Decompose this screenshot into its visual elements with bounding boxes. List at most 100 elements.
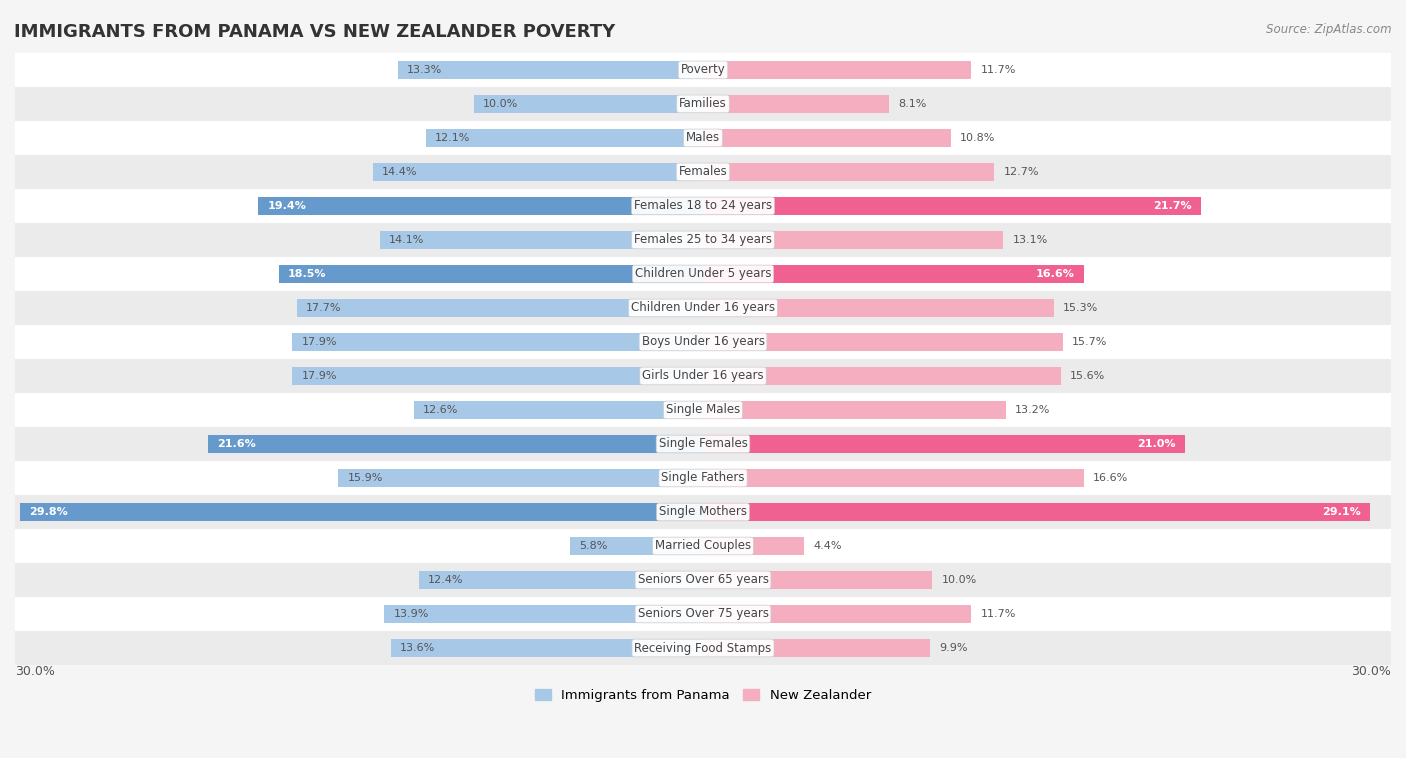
Text: Single Mothers: Single Mothers: [659, 506, 747, 518]
Text: 13.1%: 13.1%: [1012, 235, 1047, 245]
Text: Seniors Over 75 years: Seniors Over 75 years: [637, 607, 769, 621]
Bar: [297, 299, 703, 318]
Bar: [15, 462, 1391, 495]
Text: Seniors Over 65 years: Seniors Over 65 years: [637, 574, 769, 587]
Text: 11.7%: 11.7%: [980, 609, 1017, 619]
Bar: [15, 155, 1391, 189]
Bar: [703, 367, 1060, 385]
Bar: [259, 196, 703, 215]
Bar: [703, 571, 932, 589]
Bar: [373, 162, 703, 181]
Bar: [15, 87, 1391, 121]
Bar: [15, 597, 1391, 631]
Bar: [278, 265, 703, 283]
Text: Females: Females: [679, 165, 727, 178]
Text: Children Under 5 years: Children Under 5 years: [634, 268, 772, 280]
Text: Single Males: Single Males: [666, 403, 740, 416]
Text: 10.0%: 10.0%: [482, 99, 517, 109]
Bar: [391, 639, 703, 657]
Bar: [703, 333, 1063, 351]
Bar: [703, 162, 994, 181]
Text: 21.6%: 21.6%: [217, 439, 256, 449]
Text: Children Under 16 years: Children Under 16 years: [631, 302, 775, 315]
Text: 19.4%: 19.4%: [267, 201, 307, 211]
Bar: [474, 95, 703, 113]
Bar: [703, 129, 950, 147]
Legend: Immigrants from Panama, New Zealander: Immigrants from Panama, New Zealander: [530, 684, 876, 707]
Text: 13.6%: 13.6%: [401, 643, 436, 653]
Bar: [339, 468, 703, 487]
Text: 11.7%: 11.7%: [980, 65, 1017, 75]
Text: Girls Under 16 years: Girls Under 16 years: [643, 369, 763, 383]
Text: 29.8%: 29.8%: [28, 507, 67, 517]
Bar: [15, 53, 1391, 86]
Bar: [703, 299, 1054, 318]
Bar: [419, 571, 703, 589]
Text: Females 25 to 34 years: Females 25 to 34 years: [634, 233, 772, 246]
Text: 17.9%: 17.9%: [302, 371, 337, 381]
Text: 29.1%: 29.1%: [1323, 507, 1361, 517]
Bar: [569, 537, 703, 556]
Bar: [15, 393, 1391, 427]
Bar: [703, 605, 972, 623]
Text: 21.7%: 21.7%: [1153, 201, 1191, 211]
Text: Single Fathers: Single Fathers: [661, 471, 745, 484]
Bar: [292, 333, 703, 351]
Bar: [15, 121, 1391, 155]
Bar: [703, 230, 1004, 249]
Text: 16.6%: 16.6%: [1036, 269, 1074, 279]
Text: Females 18 to 24 years: Females 18 to 24 years: [634, 199, 772, 212]
Text: Receiving Food Stamps: Receiving Food Stamps: [634, 641, 772, 654]
Text: Married Couples: Married Couples: [655, 540, 751, 553]
Text: 18.5%: 18.5%: [288, 269, 326, 279]
Text: 15.3%: 15.3%: [1063, 303, 1098, 313]
Text: Males: Males: [686, 131, 720, 145]
Bar: [703, 503, 1371, 522]
Text: 12.1%: 12.1%: [434, 133, 470, 143]
Bar: [15, 631, 1391, 665]
Text: 12.4%: 12.4%: [427, 575, 464, 585]
Bar: [413, 401, 703, 419]
Text: 15.7%: 15.7%: [1073, 337, 1108, 347]
Text: 30.0%: 30.0%: [15, 665, 55, 678]
Bar: [208, 434, 703, 453]
Text: 12.7%: 12.7%: [1004, 167, 1039, 177]
Text: Source: ZipAtlas.com: Source: ZipAtlas.com: [1267, 23, 1392, 36]
Text: 14.4%: 14.4%: [382, 167, 418, 177]
Bar: [15, 428, 1391, 461]
Text: 15.6%: 15.6%: [1070, 371, 1105, 381]
Text: 8.1%: 8.1%: [898, 99, 927, 109]
Text: 12.6%: 12.6%: [423, 405, 458, 415]
Text: 13.3%: 13.3%: [408, 65, 443, 75]
Text: 14.1%: 14.1%: [389, 235, 425, 245]
Bar: [15, 291, 1391, 324]
Text: 4.4%: 4.4%: [813, 541, 842, 551]
Bar: [20, 503, 703, 522]
Bar: [426, 129, 703, 147]
Text: 5.8%: 5.8%: [579, 541, 607, 551]
Text: 10.8%: 10.8%: [960, 133, 995, 143]
Bar: [703, 639, 929, 657]
Text: 9.9%: 9.9%: [939, 643, 967, 653]
Text: Poverty: Poverty: [681, 64, 725, 77]
Text: 21.0%: 21.0%: [1137, 439, 1175, 449]
Bar: [15, 529, 1391, 562]
Bar: [703, 61, 972, 80]
Bar: [703, 95, 889, 113]
Text: IMMIGRANTS FROM PANAMA VS NEW ZEALANDER POVERTY: IMMIGRANTS FROM PANAMA VS NEW ZEALANDER …: [14, 23, 616, 41]
Bar: [703, 434, 1185, 453]
Bar: [380, 230, 703, 249]
Bar: [15, 190, 1391, 223]
Text: Single Females: Single Females: [658, 437, 748, 450]
Bar: [703, 196, 1201, 215]
Bar: [15, 563, 1391, 597]
Text: 17.7%: 17.7%: [307, 303, 342, 313]
Text: 17.9%: 17.9%: [302, 337, 337, 347]
Text: 15.9%: 15.9%: [347, 473, 382, 483]
Bar: [384, 605, 703, 623]
Bar: [15, 495, 1391, 528]
Bar: [398, 61, 703, 80]
Text: 30.0%: 30.0%: [1351, 665, 1391, 678]
Text: 13.9%: 13.9%: [394, 609, 429, 619]
Bar: [15, 359, 1391, 393]
